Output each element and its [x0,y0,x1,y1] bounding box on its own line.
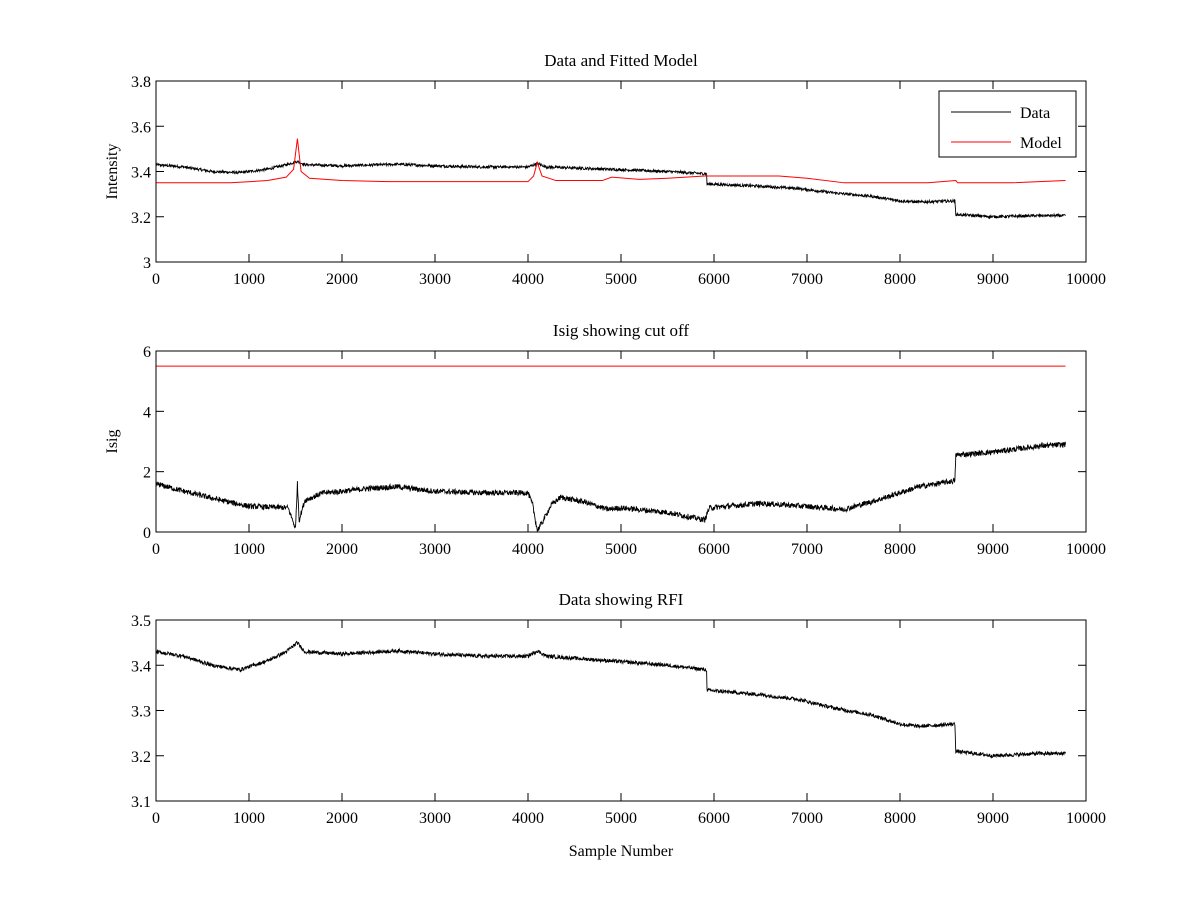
x-tick-label: 10000 [1066,271,1106,288]
chart-title: Data and Fitted Model [544,51,698,70]
x-tick-label: 8000 [884,271,916,288]
y-axis-label: Intensity [104,144,121,200]
series-trace-line [156,640,1066,759]
y-tick-label: 3 [143,255,151,272]
x-tick-label: 8000 [884,810,916,827]
x-tick-label: 4000 [512,541,544,558]
series-data-line [156,160,1066,220]
x-tick-label: 2000 [326,271,358,288]
x-tick-label: 1000 [233,271,265,288]
x-tick-label: 9000 [977,541,1009,558]
x-axis-label: Sample Number [569,843,674,860]
x-tick-label: 10000 [1066,541,1106,558]
x-tick-label: 0 [152,271,160,288]
y-tick-label: 6 [143,344,151,361]
legend-box [938,90,1077,158]
x-tick-label: 0 [152,541,160,558]
x-tick-label: 4000 [512,810,544,827]
x-tick-label: 7000 [791,810,823,827]
x-tick-label: 7000 [791,271,823,288]
x-tick-label: 4000 [512,271,544,288]
legend: Data Model [938,90,1077,158]
y-tick-label: 3.4 [131,658,151,675]
y-tick-label: 3.4 [131,165,151,182]
x-tick-label: 1000 [233,810,265,827]
subplot-3: 0 1000 2000 3000 4000 5000 6000 7000 8000 9000 100… [131,590,1106,860]
x-tick-label: 6000 [698,810,730,827]
x-tick-label: 6000 [698,271,730,288]
y-axis-label: Isig [104,430,121,454]
y-tick-label: 2 [143,465,151,482]
y-tick-label: 0 [143,525,151,542]
y-tick-label: 3.8 [131,74,151,91]
x-tick-label: 2000 [326,810,358,827]
x-tick-label: 10000 [1066,810,1106,827]
x-tick-label: 6000 [698,541,730,558]
x-tick-label: 1000 [233,541,265,558]
x-tick-label: 5000 [605,541,637,558]
legend-label-data: Data [1020,105,1050,122]
x-tick-label: 5000 [605,271,637,288]
x-tick-label: 3000 [419,541,451,558]
plots-layer: 0 1000 2000 3000 4000 5000 6000 7000 8000 9000 100… [104,51,1106,860]
chart-title: Data showing RFI [559,590,684,609]
x-tick-label: 9000 [977,810,1009,827]
series-model-line [156,138,1066,184]
chart-title: Isig showing cut off [553,321,689,340]
subplot-2: 0 1000 2000 3000 4000 5000 6000 7000 8000 9000 100… [104,321,1106,558]
y-tick-label: 3.1 [131,794,151,811]
y-tick-label: 3.2 [131,210,151,227]
legend-label-model: Model [1020,135,1062,152]
y-tick-label: 3.6 [131,119,151,136]
y-tick-label: 3.3 [131,704,151,721]
series-trace-line [156,441,1066,532]
y-tick-label: 3.2 [131,749,151,766]
x-tick-label: 3000 [419,810,451,827]
x-tick-label: 9000 [977,271,1009,288]
x-tick-label: 8000 [884,541,916,558]
y-tick-label: 3.5 [131,613,151,630]
x-tick-label: 7000 [791,541,823,558]
x-tick-label: 5000 [605,810,637,827]
x-tick-label: 3000 [419,271,451,288]
x-tick-label: 0 [152,810,160,827]
x-tick-label: 2000 [326,541,358,558]
subplot-1: 0 1000 2000 3000 4000 5000 6000 7000 8000 9000 100… [104,51,1106,288]
y-tick-label: 4 [143,404,151,421]
